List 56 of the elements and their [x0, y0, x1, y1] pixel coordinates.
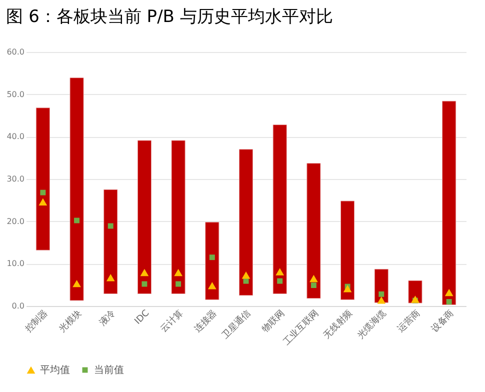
y-tick-label: 10.0 — [6, 259, 24, 268]
x-tick-label: 物联网 — [260, 308, 287, 335]
point — [174, 268, 182, 276]
y-tick-label: 0.0 — [12, 302, 24, 310]
x-tick-label: 无线射频 — [321, 308, 355, 342]
x-tick-label: 连接器 — [192, 308, 220, 335]
bar — [70, 78, 84, 301]
point — [343, 285, 352, 292]
bar — [104, 189, 118, 294]
x-tick-label: 设备商 — [429, 308, 456, 335]
point — [310, 282, 316, 288]
point — [108, 223, 114, 229]
x-tick-label: 卫星通信 — [220, 308, 254, 342]
x-tick-label: 液冷 — [97, 308, 118, 328]
point — [106, 274, 115, 282]
bar — [272, 124, 287, 294]
bar — [137, 140, 152, 294]
bar — [340, 200, 355, 300]
point — [140, 268, 149, 276]
y-tick-label: 50.0 — [6, 90, 24, 99]
point — [243, 278, 249, 284]
point — [72, 280, 81, 288]
chart-title: 图 6：各板块当前 P/B 与历史平均水平对比 — [6, 7, 333, 27]
point — [40, 190, 46, 196]
legend-label: 当前值 — [94, 364, 124, 376]
y-tick-label: 60.0 — [6, 48, 24, 56]
point — [208, 282, 216, 290]
bar — [306, 163, 321, 299]
x-tick-label: 光模块 — [56, 308, 84, 335]
point — [444, 288, 454, 296]
point — [276, 268, 284, 276]
bar — [36, 108, 50, 250]
bar — [205, 222, 220, 300]
point — [378, 291, 384, 297]
point — [38, 198, 48, 206]
point — [242, 271, 250, 279]
point — [142, 281, 148, 287]
point — [277, 278, 283, 284]
bar — [442, 100, 456, 305]
x-tick-label: 控制器 — [23, 308, 50, 335]
x-tick-label: 光缆海缆 — [355, 308, 388, 342]
point — [176, 281, 182, 287]
x-tick-label: IDC — [133, 308, 152, 327]
point — [446, 299, 452, 305]
x-tick-label: 云计算 — [158, 308, 186, 335]
point — [310, 274, 318, 282]
bar — [238, 149, 254, 296]
x-tick-label: 运营商 — [395, 308, 422, 335]
point — [377, 296, 386, 304]
point — [74, 218, 80, 224]
y-tick-label: 30.0 — [6, 174, 24, 184]
y-tick-label: 40.0 — [6, 132, 24, 142]
legend-label: 平均值 — [40, 364, 70, 376]
bar — [171, 140, 186, 294]
point — [209, 254, 215, 260]
y-tick-label: 20.0 — [6, 216, 24, 226]
